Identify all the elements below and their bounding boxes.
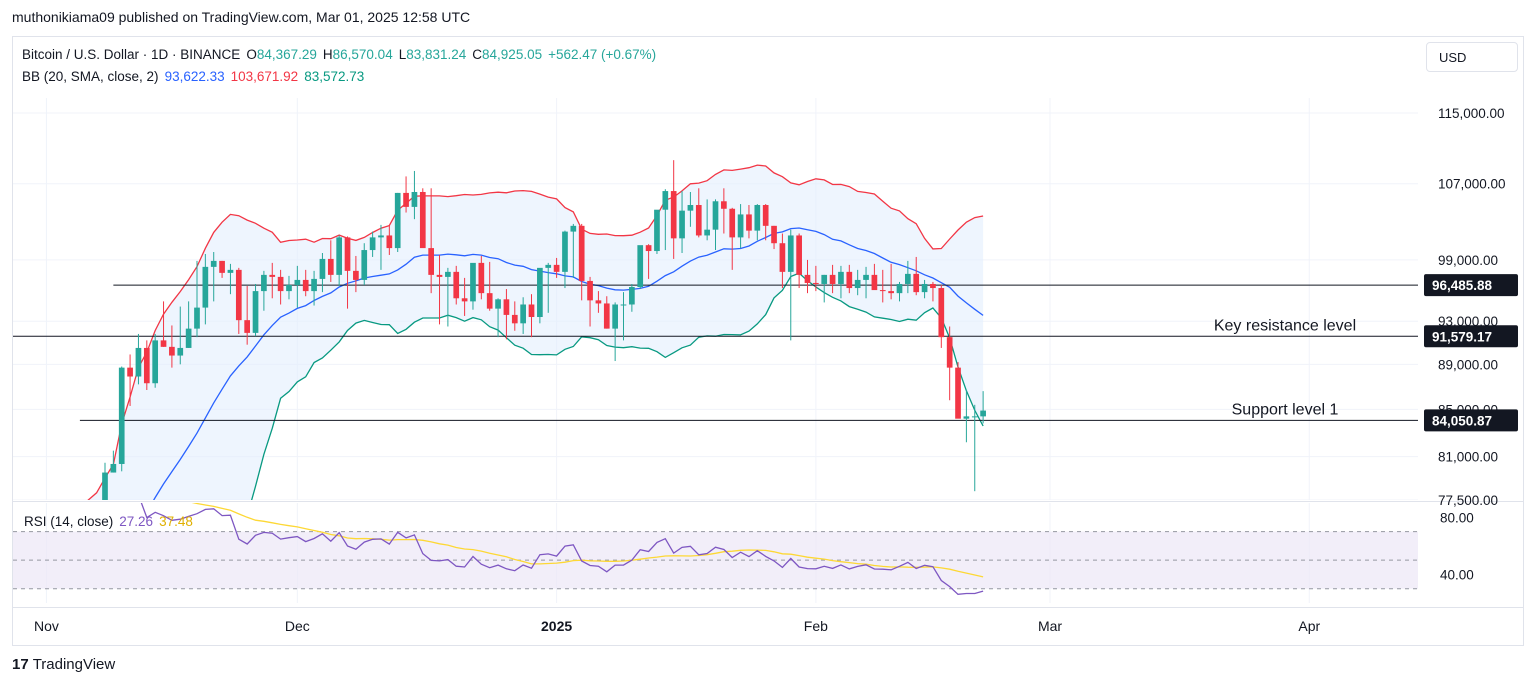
bb-basis-value: 93,622.33 — [164, 69, 225, 84]
footer-brand-text: TradingView — [32, 656, 116, 673]
bb-upper-value: 103,671.92 — [230, 69, 299, 84]
publisher-caption: muthonikiama09 published on TradingView.… — [12, 9, 471, 25]
rsi-legend: RSI (14, close) 27.26 37.48 — [24, 514, 199, 529]
low-value: 83,831.24 — [406, 47, 467, 62]
close-label: C — [472, 47, 483, 62]
high-label: H — [322, 47, 333, 62]
bb-label[interactable]: BB (20, SMA, close, 2) — [22, 69, 159, 84]
low-label: L — [398, 47, 407, 62]
symbol-title[interactable]: Bitcoin / U.S. Dollar · 1D · BINANCE — [22, 47, 241, 62]
open-value: 84,367.29 — [256, 47, 317, 62]
change-value: +562.47 (+0.67%) — [548, 47, 657, 62]
high-value: 86,570.04 — [332, 47, 393, 62]
currency-button[interactable]: USD — [1426, 42, 1518, 72]
close-value: 84,925.05 — [482, 47, 543, 62]
footer-brand[interactable]: 17 TradingView — [12, 656, 115, 673]
bb-legend: BB (20, SMA, close, 2) 93,622.33 103,671.9… — [22, 69, 370, 84]
tradingview-logo-icon: 17 — [12, 656, 29, 673]
rsi-ma-value: 37.48 — [159, 514, 193, 529]
bb-lower-value: 83,572.73 — [304, 69, 365, 84]
chart-frame — [12, 36, 1524, 646]
symbol-legend: Bitcoin / U.S. Dollar · 1D · BINANCE O84,… — [22, 47, 662, 62]
rsi-label[interactable]: RSI (14, close) — [24, 514, 114, 529]
rsi-value: 27.26 — [119, 514, 154, 529]
open-label: O — [246, 47, 257, 62]
